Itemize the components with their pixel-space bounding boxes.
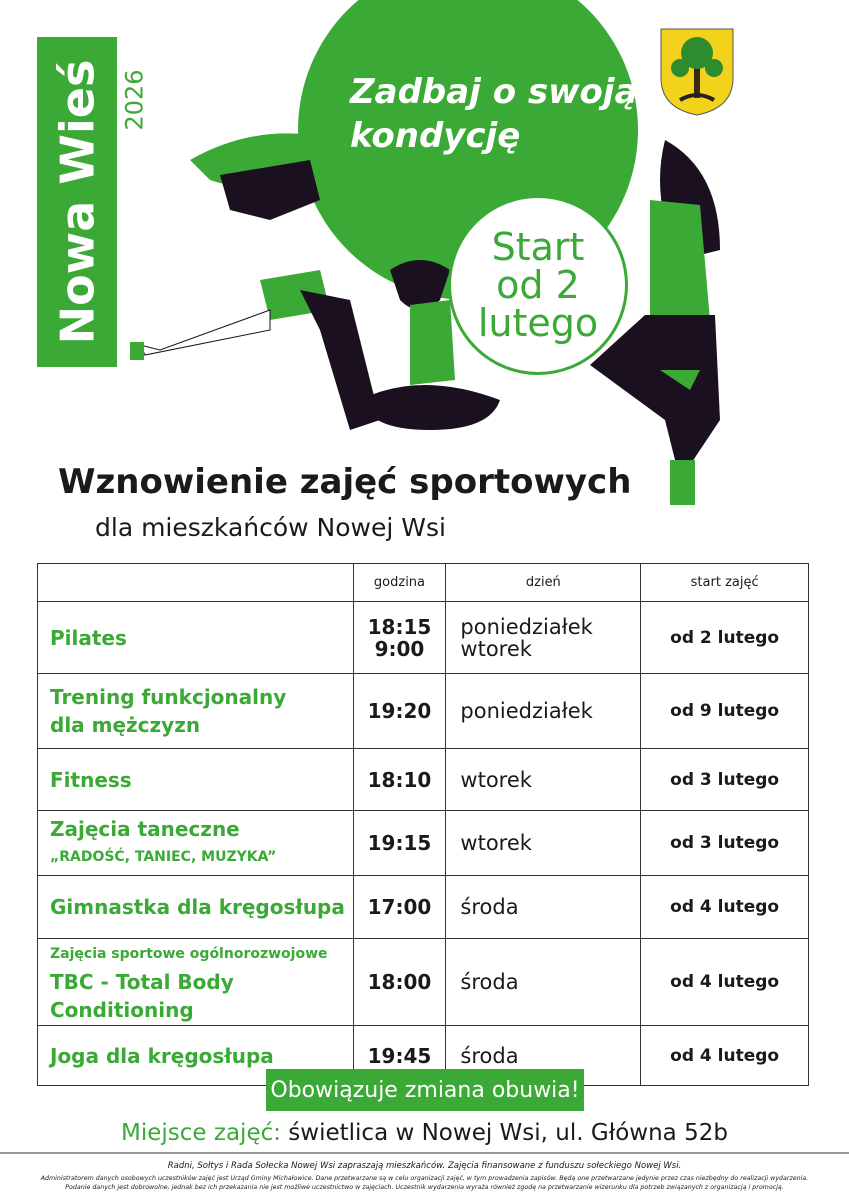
class-start: od 4 lutego <box>640 875 809 939</box>
table-row: Trening funkcjonalny dla mężczyzn 19:20 p… <box>37 673 809 749</box>
class-day: środa <box>445 938 642 1026</box>
day-value: wtorek <box>460 636 532 661</box>
class-time: 19:20 <box>352 673 447 749</box>
class-day: poniedziałek <box>445 673 642 749</box>
time-value: 19:45 <box>367 1043 432 1068</box>
place-info: Miejsce zajęć: świetlica w Nowej Wsi, ul… <box>0 1120 849 1146</box>
table-row: Zajęcia sportowe ogólnorozwojowe TBC - To… <box>37 938 809 1026</box>
start-line: od 2 <box>496 263 580 307</box>
class-start: od 9 lutego <box>640 673 809 749</box>
column-header: godzina <box>352 563 447 602</box>
page-title: Wznowienie zajęć sportowych <box>58 462 632 502</box>
class-start: od 3 lutego <box>640 810 809 876</box>
start-badge: Start od 2 lutego <box>448 195 628 375</box>
table-row: Pilates 18:15 9:00 poniedziałek wtorek od … <box>37 601 809 674</box>
class-day: wtorek <box>445 748 642 811</box>
column-header: dzień <box>445 563 642 602</box>
column-header <box>37 563 354 602</box>
class-name: Fitness <box>37 748 354 811</box>
class-day: środa <box>445 875 642 939</box>
class-name: Zajęcia taneczne „RADOŚĆ, TANIEC, MUZYKA” <box>37 810 354 876</box>
place-label: Miejsce zajęć: <box>121 1120 281 1146</box>
start-line: Start <box>491 225 585 269</box>
slogan-line: kondycję <box>350 116 521 156</box>
day-value: środa <box>460 1043 519 1068</box>
day-value: środa <box>460 895 519 919</box>
place-value: świetlica w Nowej Wsi, ul. Główna 52b <box>288 1120 728 1146</box>
class-time: 19:15 <box>352 810 447 876</box>
time-value: 9:00 <box>374 636 425 661</box>
time-value: 18:15 <box>367 614 432 639</box>
notice-banner: Obowiązuje zmiana obuwia! <box>266 1069 584 1111</box>
class-name-line: Trening funkcjonalny <box>50 685 287 709</box>
footer-line: Radni, Sołtys i Rada Sołecka Nowej Wsi z… <box>167 1161 682 1171</box>
class-time: 17:00 <box>352 875 447 939</box>
class-name-line: TBC - Total Body Conditioning <box>50 970 234 1022</box>
footer-line: Podanie danych jest dobrowolne, jednak b… <box>65 1184 784 1191</box>
time-value: 19:20 <box>367 699 432 723</box>
athletes-illustration <box>130 133 720 505</box>
class-time: 18:10 <box>352 748 447 811</box>
table-row: Fitness 18:10 wtorek od 3 lutego <box>37 748 809 811</box>
class-start: od 4 lutego <box>640 938 809 1026</box>
schedule-table: godzina dzień start zajęć Pilates 18:15 9… <box>37 563 809 1086</box>
table-header-row: godzina dzień start zajęć <box>37 563 809 602</box>
class-time: 18:15 9:00 <box>352 601 447 674</box>
title-bar <box>37 37 117 367</box>
time-value: 19:15 <box>367 831 432 855</box>
table-row: Zajęcia taneczne „RADOŚĆ, TANIEC, MUZYKA”… <box>37 810 809 876</box>
slogan: Zadbaj o swoją kondycję <box>350 70 650 158</box>
start-line: lutego <box>477 301 599 345</box>
subtitle: dla mieszkańców Nowej Wsi <box>95 513 446 542</box>
time-value: 18:00 <box>367 970 432 994</box>
class-name-line: „RADOŚĆ, TANIEC, MUZYKA” <box>50 849 277 865</box>
class-name-line: dla mężczyzn <box>50 713 201 737</box>
class-name-line: Fitness <box>50 767 132 792</box>
class-name: Pilates <box>37 601 354 674</box>
class-day: poniedziałek wtorek <box>445 601 642 674</box>
day-value: poniedziałek <box>460 699 593 723</box>
class-name-line: Zajęcia sportowe ogólnorozwojowe <box>50 946 328 962</box>
class-start: od 4 lutego <box>640 1025 809 1086</box>
class-name: Zajęcia sportowe ogólnorozwojowe TBC - To… <box>37 938 354 1026</box>
day-value: środa <box>460 970 519 994</box>
location-title: Nowa Wieś <box>50 59 104 345</box>
day-value: poniedziałek <box>460 614 593 639</box>
column-header: start zajęć <box>640 563 809 602</box>
class-name-line: Joga dla kręgosłupa <box>50 1043 274 1068</box>
footer-line: Administratorem danych osobowych uczestn… <box>40 1175 809 1182</box>
day-value: wtorek <box>460 767 532 792</box>
class-name: Gimnastka dla kręgosłupa <box>37 875 354 939</box>
coat-of-arms-icon <box>660 28 734 116</box>
table-row: Gimnastka dla kręgosłupa 17:00 środa od … <box>37 875 809 939</box>
day-value: wtorek <box>460 831 532 855</box>
class-name-line: Zajęcia taneczne <box>50 817 240 841</box>
class-start: od 3 lutego <box>640 748 809 811</box>
class-name-line: Pilates <box>50 625 127 650</box>
class-name: Trening funkcjonalny dla mężczyzn <box>37 673 354 749</box>
class-day: wtorek <box>445 810 642 876</box>
class-start: od 2 lutego <box>640 601 809 674</box>
slogan-line: Zadbaj o swoją <box>350 72 638 112</box>
time-value: 17:00 <box>367 895 432 919</box>
class-time: 18:00 <box>352 938 447 1026</box>
time-value: 18:10 <box>367 767 432 792</box>
divider <box>0 1152 849 1154</box>
class-name-line: Gimnastka dla kręgosłupa <box>50 895 345 919</box>
